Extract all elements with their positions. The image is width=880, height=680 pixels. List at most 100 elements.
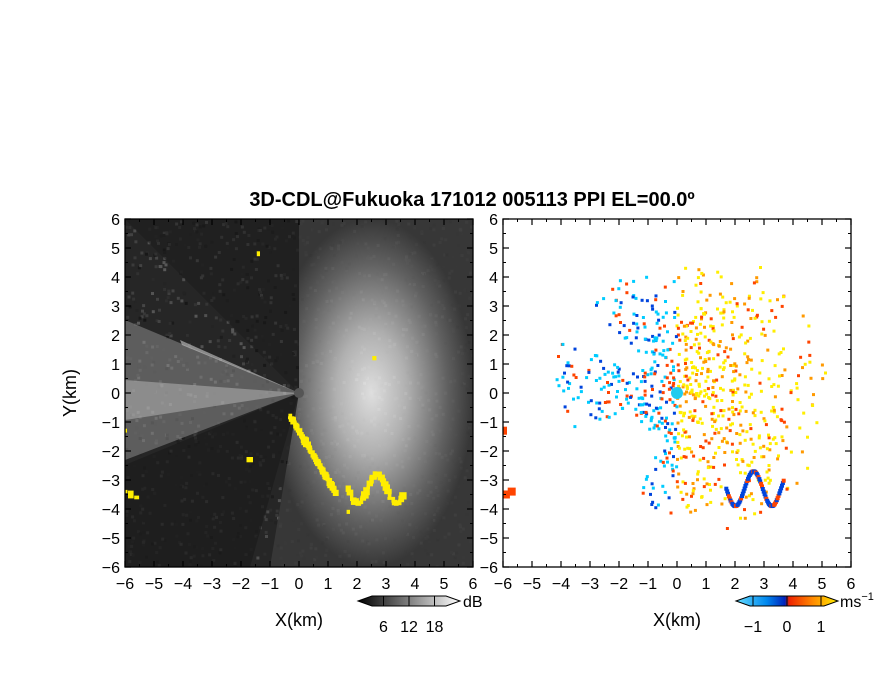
velocity-pixel bbox=[696, 478, 699, 482]
velocity-pixel bbox=[699, 290, 703, 294]
velocity-pixel bbox=[649, 372, 653, 376]
reflectivity-highlight bbox=[256, 251, 260, 257]
velocity-pixel bbox=[662, 349, 666, 353]
refl-colorbar-tick-label: 18 bbox=[426, 619, 444, 636]
vel-ytick-label: −5 bbox=[480, 531, 498, 548]
velocity-pixel bbox=[579, 390, 583, 394]
velocity-pixel bbox=[649, 368, 653, 372]
velocity-pixel bbox=[782, 420, 786, 424]
velocity-pixel bbox=[731, 310, 734, 314]
velocity-pixel bbox=[704, 360, 708, 363]
velocity-pixel bbox=[678, 404, 682, 408]
velocity-pixel bbox=[765, 470, 769, 474]
velocity-pixel bbox=[693, 409, 697, 413]
velocity-pixel bbox=[661, 339, 665, 343]
refl-xtick-label: −1 bbox=[261, 576, 279, 593]
velocity-pixel bbox=[712, 411, 715, 415]
reflectivity-speckle bbox=[128, 226, 132, 229]
velocity-pixel bbox=[709, 369, 712, 373]
velocity-pixel bbox=[743, 484, 748, 488]
velocity-pixel bbox=[812, 393, 815, 397]
reflectivity-speckle bbox=[264, 518, 268, 522]
reflectivity-speckle bbox=[223, 345, 227, 349]
reflectivity-speckle bbox=[167, 292, 171, 296]
reflectivity-speckle bbox=[148, 257, 152, 261]
velocity-pixel bbox=[725, 527, 729, 530]
velocity-pixel bbox=[610, 382, 613, 386]
velocity-pixel bbox=[684, 367, 688, 371]
velocity-pixel bbox=[654, 298, 658, 302]
velocity-pixel bbox=[641, 403, 645, 407]
velocity-pixel bbox=[750, 460, 754, 464]
velocity-pixel bbox=[654, 506, 658, 510]
velocity-pixel bbox=[672, 382, 676, 385]
velocity-pixel bbox=[607, 415, 611, 419]
velocity-pixel bbox=[673, 440, 677, 444]
velocity-pixel bbox=[749, 492, 753, 496]
velocity-pixel bbox=[751, 308, 754, 312]
velocity-pixel bbox=[675, 480, 679, 484]
vel-ytick-label: −2 bbox=[480, 444, 498, 461]
velocity-pixel bbox=[758, 446, 762, 450]
reflectivity-speckle bbox=[216, 339, 220, 343]
velocity-pixel bbox=[706, 466, 710, 470]
velocity-pixel bbox=[657, 427, 661, 431]
velocity-pixel bbox=[631, 372, 635, 376]
velocity-pixel bbox=[797, 374, 800, 378]
velocity-pixel bbox=[598, 376, 602, 380]
velocity-pixel bbox=[712, 329, 716, 333]
velocity-pixel bbox=[692, 487, 696, 491]
velocity-pixel bbox=[660, 397, 664, 401]
velocity-pixel bbox=[628, 328, 632, 332]
velocity-pixel bbox=[589, 399, 593, 403]
velocity-pixel bbox=[632, 312, 636, 316]
velocity-pixel bbox=[648, 403, 651, 407]
vel-ytick-label: 0 bbox=[489, 386, 498, 403]
velocity-pixel bbox=[712, 465, 716, 469]
velocity-pixel bbox=[763, 419, 767, 423]
velocity-pixel bbox=[707, 357, 711, 361]
velocity-pixel bbox=[650, 350, 654, 354]
velocity-pixel bbox=[745, 430, 749, 434]
velocity-pixel bbox=[659, 459, 663, 463]
velocity-pixel bbox=[678, 380, 682, 384]
velocity-pixel bbox=[782, 347, 785, 351]
velocity-pixel bbox=[625, 381, 629, 385]
velocity-pixel bbox=[626, 401, 630, 405]
velocity-pixel bbox=[634, 296, 638, 300]
velocity-pixel bbox=[686, 336, 690, 340]
velocity-pixel bbox=[738, 373, 742, 377]
velocity-pixel bbox=[654, 338, 658, 342]
vel-xtick-label: 4 bbox=[789, 576, 798, 593]
velocity-pixel bbox=[753, 408, 757, 412]
velocity-pixel bbox=[749, 437, 753, 441]
velocity-pixel bbox=[801, 314, 805, 318]
reflectivity-speckle bbox=[263, 515, 267, 519]
reflectivity-speckle bbox=[127, 295, 131, 299]
velocity-pixel bbox=[753, 414, 757, 418]
velocity-pixel bbox=[705, 503, 709, 507]
velocity-pixel bbox=[672, 411, 676, 415]
reflectivity-speckle bbox=[143, 318, 147, 322]
velocity-pixel bbox=[643, 337, 647, 341]
velocity-pixel bbox=[725, 426, 729, 430]
velocity-pixel bbox=[704, 439, 708, 443]
velocity-pixel bbox=[689, 346, 693, 350]
velocity-pixel bbox=[725, 441, 729, 445]
velocity-pixel bbox=[711, 393, 715, 397]
velocity-pixel bbox=[713, 482, 717, 486]
velocity-pixel bbox=[641, 369, 645, 372]
velocity-pixel bbox=[677, 432, 681, 436]
velocity-pixel bbox=[696, 472, 700, 476]
velocity-pixel bbox=[611, 287, 615, 291]
vel-xtick-label: −6 bbox=[494, 576, 512, 593]
velocity-pixel bbox=[703, 358, 707, 361]
reflectivity-speckle bbox=[140, 315, 144, 319]
velocity-pixel bbox=[739, 333, 743, 337]
velocity-pixel bbox=[767, 433, 770, 437]
reflectivity-colorbar: dB 6 12 18 bbox=[356, 594, 483, 636]
velocity-pixel bbox=[685, 492, 689, 496]
velocity-pixel bbox=[706, 370, 710, 374]
velocity-pixel bbox=[713, 420, 717, 424]
velocity-pixel bbox=[703, 389, 707, 393]
